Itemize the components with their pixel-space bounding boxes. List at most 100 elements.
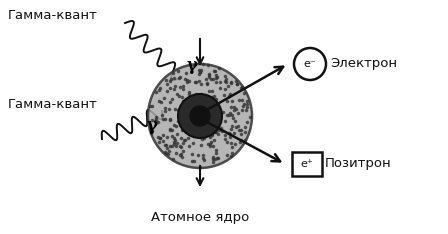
Point <box>203 82 211 86</box>
Point <box>175 119 182 123</box>
Point <box>202 134 209 138</box>
Text: Гамма-квант: Гамма-квант <box>8 98 98 110</box>
Point <box>207 135 214 139</box>
Point <box>221 93 228 97</box>
Point <box>178 95 185 99</box>
Point <box>185 92 193 95</box>
Point <box>164 153 172 156</box>
Point <box>156 136 164 140</box>
Point <box>176 94 183 98</box>
Text: γ: γ <box>146 117 158 134</box>
Point <box>168 144 175 147</box>
Point <box>210 106 217 109</box>
Point <box>156 136 164 140</box>
Point <box>215 128 223 132</box>
Point <box>235 111 242 115</box>
Point <box>220 110 227 114</box>
Point <box>214 132 221 136</box>
Point <box>240 102 247 106</box>
Point <box>226 135 233 139</box>
Point <box>204 81 211 85</box>
Point <box>163 135 170 139</box>
Point <box>200 153 207 157</box>
Point <box>177 144 184 148</box>
Point <box>212 97 219 100</box>
Point <box>197 165 204 169</box>
Point <box>171 140 178 144</box>
Point <box>206 131 213 135</box>
Point <box>159 133 166 136</box>
Point <box>169 71 177 75</box>
Point <box>175 76 182 80</box>
Point <box>157 100 164 104</box>
Point <box>185 144 192 148</box>
Point <box>206 142 213 146</box>
Point <box>226 131 233 135</box>
Point <box>229 116 236 120</box>
Point <box>211 130 219 134</box>
Point <box>172 124 180 128</box>
Point <box>230 131 237 134</box>
Point <box>206 75 213 79</box>
Point <box>189 159 196 163</box>
Point <box>162 106 169 110</box>
Point <box>215 66 222 69</box>
Point <box>243 99 250 102</box>
Point <box>159 139 166 143</box>
Point <box>149 118 156 122</box>
Point <box>179 106 186 110</box>
Point <box>215 110 222 113</box>
Point <box>171 138 178 142</box>
Point <box>146 127 154 131</box>
Point <box>209 134 216 137</box>
Point <box>208 89 215 93</box>
Point <box>160 97 168 100</box>
Point <box>191 111 198 114</box>
Point <box>167 119 174 122</box>
Point <box>228 151 235 155</box>
Text: Электрон: Электрон <box>330 58 397 70</box>
Point <box>212 76 220 80</box>
Point <box>237 86 245 89</box>
Point <box>229 99 236 103</box>
Point <box>233 83 241 86</box>
Point <box>214 75 221 79</box>
Point <box>205 142 212 146</box>
Point <box>207 116 214 120</box>
Point <box>155 88 162 92</box>
Point <box>165 107 172 111</box>
Point <box>179 84 186 88</box>
Point <box>230 106 237 109</box>
Text: e⁺: e⁺ <box>301 159 313 169</box>
Point <box>185 80 193 83</box>
Point <box>209 101 216 104</box>
Point <box>146 104 153 107</box>
Point <box>209 126 216 130</box>
Point <box>173 151 180 155</box>
Point <box>227 81 234 85</box>
Point <box>197 135 204 139</box>
Point <box>156 86 164 90</box>
Point <box>212 130 220 134</box>
Point <box>170 158 177 161</box>
Point <box>211 128 218 132</box>
Point <box>237 138 244 142</box>
Point <box>177 85 184 88</box>
Point <box>197 82 204 85</box>
Point <box>171 88 178 91</box>
Point <box>210 139 217 142</box>
Point <box>225 94 233 98</box>
Point <box>194 130 201 133</box>
Point <box>238 128 245 132</box>
Point <box>180 141 187 145</box>
Point <box>212 80 220 84</box>
Point <box>198 92 205 96</box>
Point <box>209 132 216 136</box>
Point <box>243 105 250 109</box>
Point <box>235 124 242 128</box>
Point <box>212 151 220 155</box>
Point <box>170 143 177 146</box>
Point <box>184 80 191 84</box>
Point <box>242 108 249 112</box>
Point <box>243 102 250 106</box>
